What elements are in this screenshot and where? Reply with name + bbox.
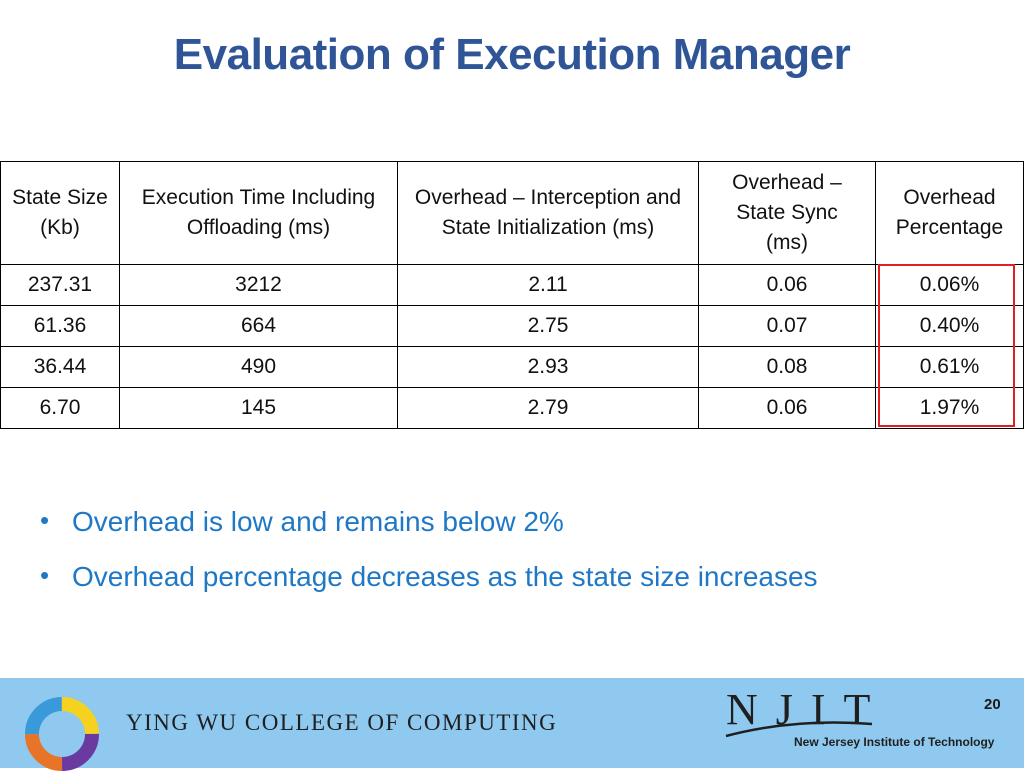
header-execution-time: Execution Time Including Offloading (ms) <box>119 161 398 265</box>
header-overhead-state-sync: Overhead – State Sync (ms) <box>698 161 876 265</box>
table-row: 36.44 490 2.93 0.08 0.61% <box>0 346 1024 388</box>
cell-overhead-state-sync: 0.07 <box>698 305 876 347</box>
cell-state-size: 237.31 <box>0 264 120 306</box>
slide-title: Evaluation of Execution Manager <box>173 30 851 79</box>
cell-overhead-interception: 2.93 <box>397 346 699 388</box>
cell-state-size: 6.70 <box>0 387 120 429</box>
cell-execution-time: 3212 <box>119 264 398 306</box>
cell-state-size: 36.44 <box>0 346 120 388</box>
bullet-item: • Overhead is low and remains below 2% <box>40 505 818 538</box>
cell-overhead-interception: 2.75 <box>397 305 699 347</box>
overhead-percentage-highlight-box <box>878 264 1015 427</box>
cell-state-size: 61.36 <box>0 305 120 347</box>
cell-execution-time: 145 <box>119 387 398 429</box>
institute-name: New Jersey Institute of Technology <box>794 735 995 749</box>
cell-overhead-percentage: 0.06% <box>875 264 1024 306</box>
cell-overhead-state-sync: 0.08 <box>698 346 876 388</box>
header-state-size: State Size (Kb) <box>0 161 120 265</box>
cell-overhead-percentage: 0.40% <box>875 305 1024 347</box>
college-name: YING WU COLLEGE OF COMPUTING <box>126 710 558 735</box>
table-row: 61.36 664 2.75 0.07 0.40% <box>0 305 1024 347</box>
cell-overhead-interception: 2.79 <box>397 387 699 429</box>
cell-overhead-state-sync: 0.06 <box>698 387 876 429</box>
njit-logo: NJIT <box>726 685 889 734</box>
results-table: State Size (Kb) Execution Time Including… <box>0 161 1024 429</box>
cell-overhead-state-sync: 0.06 <box>698 264 876 306</box>
cell-overhead-interception: 2.11 <box>397 264 699 306</box>
header-overhead-interception: Overhead – Interception and State Initia… <box>397 161 699 265</box>
bullet-item: • Overhead percentage decreases as the st… <box>40 560 818 593</box>
table-row: 237.31 3212 2.11 0.06 0.06% <box>0 264 1024 306</box>
bullet-text: Overhead is low and remains below 2% <box>72 506 564 537</box>
table-row: 6.70 145 2.79 0.06 1.97% <box>0 387 1024 429</box>
bullet-text: Overhead percentage decreases as the sta… <box>72 561 818 592</box>
slide-number: 20 <box>984 696 1001 713</box>
njit-logo-swoosh-icon <box>725 721 873 738</box>
cell-execution-time: 664 <box>119 305 398 347</box>
bullet-dot-icon: • <box>40 560 50 590</box>
table-header-row: State Size (Kb) Execution Time Including… <box>0 161 1024 265</box>
cell-execution-time: 490 <box>119 346 398 388</box>
college-ring-logo-icon <box>25 697 99 771</box>
cell-overhead-percentage: 1.97% <box>875 387 1024 429</box>
header-overhead-percentage: Overhead Percentage <box>875 161 1024 265</box>
bullet-list: • Overhead is low and remains below 2% • O… <box>40 505 818 616</box>
bullet-dot-icon: • <box>40 505 50 535</box>
